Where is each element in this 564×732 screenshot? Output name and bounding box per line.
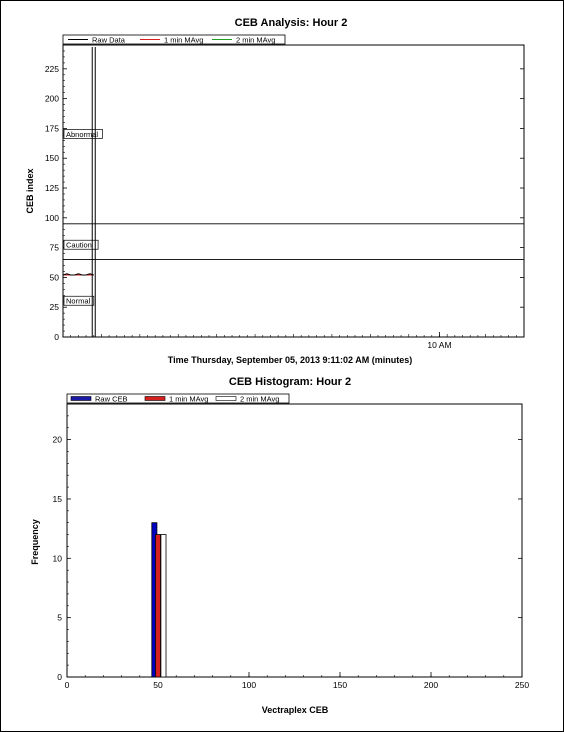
ceb-histogram-chart: CEB Histogram: Hour 2 Raw CEB 1 min MAvg 2… <box>30 376 529 715</box>
legend-label: 1 min MAvg <box>164 35 203 44</box>
legend-label: 1 min MAvg <box>169 394 208 403</box>
legend-label: Raw Data <box>92 35 126 44</box>
histogram-bars <box>151 522 167 678</box>
series-line <box>62 273 94 276</box>
band-labels: Abnormal Caution Normal <box>63 129 103 306</box>
legend-label: Raw CEB <box>95 394 128 403</box>
y-tick-label: 15 <box>53 494 63 504</box>
band-label: Normal <box>66 297 91 306</box>
y-tick-label: 10 <box>53 553 63 563</box>
chart-title-ceb-analysis: CEB Analysis: Hour 2 <box>235 17 348 29</box>
legend-label: 2 min MAvg <box>236 35 275 44</box>
x-axis-label-analysis: Time Thursday, September 05, 2013 9:11:0… <box>168 355 412 365</box>
time-cursor[interactable] <box>91 47 96 337</box>
y-tick-label: 75 <box>50 243 60 253</box>
band-label-box <box>63 239 99 250</box>
chart-legend-analysis: Raw Data 1 min MAvg 2 min MAvg <box>62 34 286 45</box>
legend-box <box>66 393 290 404</box>
x-axis-analysis: 10 AM <box>62 332 525 350</box>
legend-box <box>62 34 286 45</box>
x-tick-label: 150 <box>333 680 347 690</box>
y-tick-label: 5 <box>57 613 62 623</box>
y-tick-label: 50 <box>50 272 60 282</box>
series-lines <box>62 273 94 276</box>
x-tick-label: 100 <box>242 680 256 690</box>
y-tick-label: 25 <box>50 302 60 312</box>
y-tick-label: 100 <box>45 213 59 223</box>
legend-swatch <box>215 396 237 401</box>
y-axis-analysis: 0 25 50 75 100 125 150 175 200 225 <box>45 44 524 342</box>
ceb-analysis-chart: CEB Analysis: Hour 2 Raw Data 1 min MAvg 2… <box>25 17 525 365</box>
x-tick-label: 200 <box>424 680 438 690</box>
band-label: Abnormal <box>66 130 98 139</box>
band-label: Caution <box>66 241 92 250</box>
x-tick-label: 0 <box>65 680 70 690</box>
y-axis-histogram: 0 5 10 15 20 <box>53 403 522 682</box>
chart-title-ceb-histogram: CEB Histogram: Hour 2 <box>229 376 351 388</box>
x-axis-label-histogram: Vectraplex CEB <box>262 705 329 715</box>
y-tick-label: 125 <box>45 183 59 193</box>
x-tick-label: 250 <box>515 680 529 690</box>
x-axis-histogram: 0 50 100 150 200 250 <box>65 672 529 690</box>
x-tick-label: 10 AM <box>427 340 451 350</box>
legend-swatch <box>70 396 92 401</box>
legend-swatch <box>144 396 166 401</box>
x-tick-label: 50 <box>153 680 163 690</box>
legend-label: 2 min MAvg <box>240 394 279 403</box>
plot-area-analysis <box>62 44 525 338</box>
histogram-bar <box>155 534 161 678</box>
y-tick-label: 150 <box>45 153 59 163</box>
chart-legend-histogram: Raw CEB 1 min MAvg 2 min MAvg <box>66 393 290 404</box>
band-label-box <box>63 295 95 306</box>
y-tick-label: 20 <box>53 435 63 445</box>
y-axis-label-analysis: CEB index <box>25 168 35 213</box>
threshold-lines <box>63 223 524 260</box>
y-axis-label-histogram: Frequency <box>30 519 40 565</box>
histogram-bar <box>160 534 167 678</box>
y-tick-label: 0 <box>57 672 62 682</box>
y-tick-label: 175 <box>45 123 59 133</box>
y-tick-label: 225 <box>45 64 59 74</box>
band-label-box <box>63 129 103 139</box>
plot-area-histogram <box>66 403 523 678</box>
y-tick-label: 0 <box>54 332 59 342</box>
y-tick-label: 200 <box>45 94 59 104</box>
